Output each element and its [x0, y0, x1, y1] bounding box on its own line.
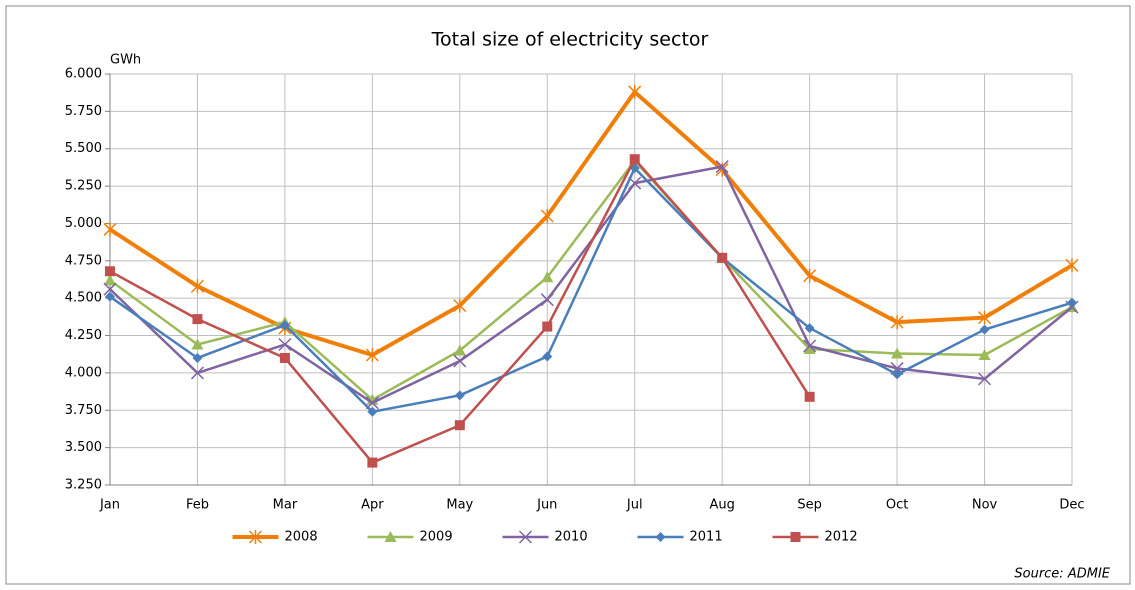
- marker: [367, 457, 378, 468]
- legend-label: 2012: [825, 530, 858, 545]
- marker: [190, 279, 204, 294]
- legend-label: 2009: [420, 530, 453, 545]
- y-tick-label: 5.000: [65, 216, 102, 231]
- marker: [891, 347, 904, 359]
- x-tick-label: Apr: [361, 498, 384, 513]
- marker: [279, 352, 290, 363]
- y-tick-label: 4.000: [65, 365, 102, 380]
- marker: [542, 351, 553, 362]
- chart-title: Total size of electricity sector: [431, 29, 709, 51]
- marker: [103, 222, 117, 237]
- marker: [978, 348, 991, 360]
- x-tick-label: Sep: [797, 498, 822, 513]
- legend-marker: [248, 530, 263, 544]
- source: Source: ADMIE: [1014, 567, 1110, 582]
- legend-marker: [384, 531, 397, 542]
- legend-marker: [655, 532, 666, 542]
- y-tick-label: 3.500: [65, 440, 102, 455]
- marker: [804, 323, 815, 334]
- legend-label: 2011: [690, 530, 723, 545]
- marker: [628, 84, 642, 99]
- x-tick-label: Mar: [273, 498, 298, 513]
- y-tick-label: 3.750: [65, 403, 102, 418]
- marker: [454, 390, 465, 401]
- x-tick-label: Feb: [186, 498, 209, 513]
- marker: [192, 352, 203, 363]
- marker: [278, 337, 292, 352]
- marker: [717, 252, 728, 263]
- marker: [715, 160, 729, 174]
- marker: [365, 347, 379, 362]
- x-tick-label: Aug: [709, 498, 734, 513]
- marker: [453, 354, 467, 368]
- series-line: [109, 166, 1073, 414]
- marker: [804, 391, 815, 402]
- marker: [979, 324, 990, 335]
- marker: [890, 315, 904, 330]
- marker: [892, 369, 903, 380]
- marker: [803, 339, 817, 353]
- marker: [103, 282, 117, 296]
- marker: [105, 266, 115, 277]
- legend-label: 2010: [555, 530, 588, 545]
- x-tick-label: May: [446, 498, 473, 513]
- y-tick-label: 4.250: [65, 328, 102, 343]
- legend-marker: [518, 530, 533, 544]
- marker: [978, 310, 992, 325]
- marker: [105, 291, 115, 302]
- y-tick-label: 5.750: [65, 104, 102, 119]
- marker: [279, 320, 290, 331]
- y-tick-label: 5.500: [65, 141, 102, 156]
- x-tick-label: Jan: [99, 498, 120, 513]
- x-tick-label: Dec: [1059, 498, 1084, 513]
- series-line: [108, 89, 1074, 357]
- x-tick-label: Jun: [536, 498, 557, 513]
- legend-label: 2008: [285, 530, 318, 545]
- marker: [803, 268, 817, 283]
- marker: [1067, 297, 1077, 308]
- y-axis-label: GWh: [110, 53, 141, 68]
- x-tick-label: Oct: [886, 498, 908, 513]
- y-tick-label: 4.750: [65, 253, 102, 268]
- y-tick-label: 6.000: [65, 67, 102, 82]
- marker: [104, 274, 116, 286]
- marker: [540, 293, 554, 307]
- y-tick-label: 3.250: [65, 478, 102, 493]
- series-line: [109, 165, 1073, 405]
- marker: [1065, 258, 1079, 273]
- marker: [803, 342, 816, 354]
- chart-frame: [5, 5, 1131, 585]
- marker: [453, 344, 466, 356]
- marker: [541, 271, 554, 283]
- marker: [454, 420, 465, 431]
- marker: [453, 298, 467, 313]
- marker: [190, 366, 204, 380]
- marker: [191, 338, 204, 350]
- marker: [542, 321, 553, 332]
- y-tick-label: 4.500: [65, 291, 102, 306]
- marker: [629, 154, 640, 165]
- marker: [978, 372, 992, 386]
- x-tick-label: Jul: [626, 498, 643, 513]
- y-tick-label: 5.250: [65, 179, 102, 194]
- marker: [540, 208, 554, 223]
- marker: [367, 406, 378, 417]
- marker: [192, 314, 203, 325]
- legend-marker: [790, 532, 801, 542]
- x-tick-label: Nov: [972, 498, 998, 513]
- series-line: [109, 159, 1073, 402]
